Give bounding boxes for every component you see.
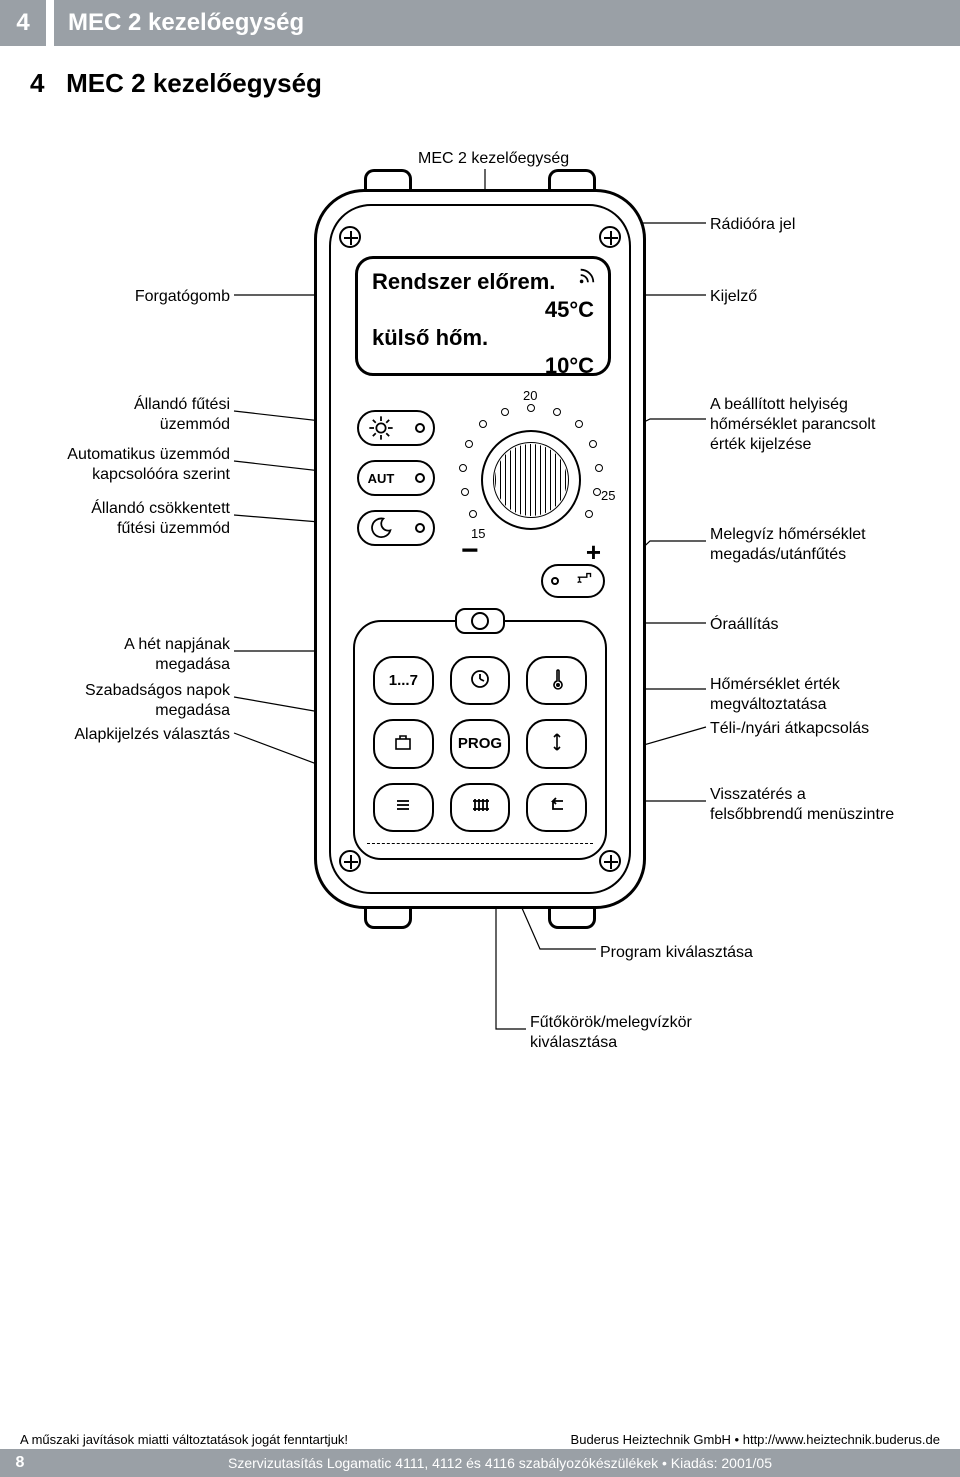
device-diagram: MEC 2 kezelőegység Forgatógomb Állandó f… — [30, 129, 930, 1189]
footer-right-text: Buderus Heiztechnik GmbH • http://www.he… — [571, 1432, 940, 1447]
auto-mode-button[interactable]: AUT — [357, 460, 435, 496]
lcd-line4-right: 10°C — [545, 353, 594, 379]
lcd-line1-left: Rendszer előrem. — [372, 269, 555, 295]
list-icon — [389, 793, 417, 821]
device-outer-shell: Rendszer előrem. 45°C külső hőm. 10°C AU… — [314, 189, 646, 909]
callout-program: Program kiválasztása — [600, 943, 753, 963]
callout-homerseklet: Hőmérséklet érték megváltoztatása — [710, 675, 840, 715]
dial-tick — [595, 464, 603, 472]
aut-label: AUT — [367, 467, 395, 489]
case-tab — [364, 909, 412, 929]
prog-label: PROG — [458, 735, 502, 752]
keypad-grid: 1...7 PROG — [373, 656, 587, 832]
case-tab — [364, 169, 412, 189]
dial-tick — [465, 440, 473, 448]
thermometer-icon — [543, 667, 571, 695]
mec2-device: Rendszer előrem. 45°C külső hőm. 10°C AU… — [314, 189, 646, 909]
header-chapter-title: MEC 2 kezelőegység — [54, 0, 960, 46]
season-button[interactable] — [526, 719, 587, 768]
led-icon — [551, 577, 559, 585]
callout-parancsolt: A beállított helyiség hőmérséklet paranc… — [710, 395, 875, 455]
dial-label-25: 25 — [601, 488, 615, 503]
case-tab — [548, 909, 596, 929]
dial-tick — [469, 510, 477, 518]
lcd-display: Rendszer előrem. 45°C külső hőm. 10°C — [355, 256, 611, 376]
back-button[interactable] — [526, 783, 587, 832]
header-chapter-number: 4 — [0, 0, 46, 46]
minus-icon: − — [461, 534, 479, 568]
page-header: 4 MEC 2 kezelőegység — [0, 0, 960, 46]
dial-tick — [585, 510, 593, 518]
lcd-line3-left: külső hőm. — [372, 325, 488, 351]
temperature-button[interactable] — [526, 656, 587, 705]
section-number: 4 — [30, 68, 44, 98]
footer-bar-text: Szervizutasítás Logamatic 4111, 4112 és … — [40, 1455, 960, 1471]
callout-allando-futes: Állandó fűtési üzemmód — [30, 395, 230, 435]
mode-button-column: AUT — [357, 410, 435, 560]
callout-forgatogomb: Forgatógomb — [30, 287, 230, 307]
callout-auto: Automatikus üzemmód kapcsolóóra szerint — [30, 445, 230, 485]
clock-icon — [466, 667, 494, 695]
hot-water-button[interactable] — [541, 564, 605, 598]
radio-signal-icon — [578, 267, 596, 291]
weekday-button[interactable]: 1...7 — [373, 656, 434, 705]
keypad-flap: 1...7 PROG — [353, 620, 607, 860]
clock-button[interactable] — [450, 656, 511, 705]
section-heading: 4 MEC 2 kezelőegység — [0, 68, 960, 129]
section-title: MEC 2 kezelőegység — [66, 68, 322, 98]
weekday-label: 1...7 — [389, 672, 418, 689]
screw-icon — [339, 850, 361, 872]
dial-tick — [461, 488, 469, 496]
callout-radio: Rádióóra jel — [710, 215, 795, 235]
led-icon — [415, 473, 425, 483]
footer-left-text: A műszaki javítások miatti változtatások… — [20, 1432, 348, 1447]
page-footer: A műszaki javítások miatti változtatások… — [0, 1428, 960, 1477]
led-icon — [415, 523, 425, 533]
season-icon — [543, 730, 571, 758]
callout-oraallitas: Óraállítás — [710, 615, 778, 635]
flap-handle[interactable] — [455, 608, 505, 634]
callout-teli: Téli-/nyári átkapcsolás — [710, 719, 869, 739]
night-mode-button[interactable] — [357, 510, 435, 546]
day-mode-button[interactable] — [357, 410, 435, 446]
rotary-dial[interactable]: 15 20 25 − + — [453, 402, 609, 558]
sun-icon — [367, 417, 395, 439]
led-icon — [415, 423, 425, 433]
callout-futokorok: Fűtőkörök/melegvízkör kiválasztása — [530, 1013, 692, 1053]
callout-melegviz: Melegvíz hőmérséklet megadás/utánfűtés — [710, 525, 866, 565]
display-select-button[interactable] — [373, 783, 434, 832]
callout-alapkijelzes: Alapkijelzés választás — [30, 725, 230, 745]
callout-het: A hét napjának megadása — [30, 635, 230, 675]
moon-icon — [367, 517, 395, 539]
lcd-line2-right: 45°C — [545, 297, 594, 323]
circuit-select-button[interactable] — [450, 783, 511, 832]
dial-tick — [589, 440, 597, 448]
dial-tick — [479, 420, 487, 428]
flap-divider — [367, 843, 593, 844]
dial-tick — [575, 420, 583, 428]
tap-icon — [574, 569, 596, 594]
callout-szabadsag: Szabadságos napok megadása — [30, 681, 230, 721]
screw-icon — [339, 226, 361, 248]
callout-csokkentett: Állandó csökkentett fűtési üzemmód — [30, 499, 230, 539]
dial-tick — [501, 408, 509, 416]
radiator-icon — [466, 793, 494, 821]
dial-tick — [459, 464, 467, 472]
device-caption: MEC 2 kezelőegység — [418, 149, 569, 169]
dial-tick — [593, 488, 601, 496]
dial-tick — [527, 404, 535, 412]
suitcase-icon — [389, 730, 417, 758]
screw-icon — [599, 226, 621, 248]
dial-label-20: 20 — [523, 388, 537, 403]
callout-vissza: Visszatérés a felsőbbrendű menüszintre — [710, 785, 894, 825]
dial-knurl — [495, 444, 567, 516]
holiday-button[interactable] — [373, 719, 434, 768]
case-tab — [548, 169, 596, 189]
dial-tick — [553, 408, 561, 416]
back-arrow-icon — [543, 793, 571, 821]
callout-kijelzo: Kijelző — [710, 287, 757, 307]
page-number: 8 — [0, 1454, 40, 1472]
prog-button[interactable]: PROG — [450, 719, 511, 768]
screw-icon — [599, 850, 621, 872]
